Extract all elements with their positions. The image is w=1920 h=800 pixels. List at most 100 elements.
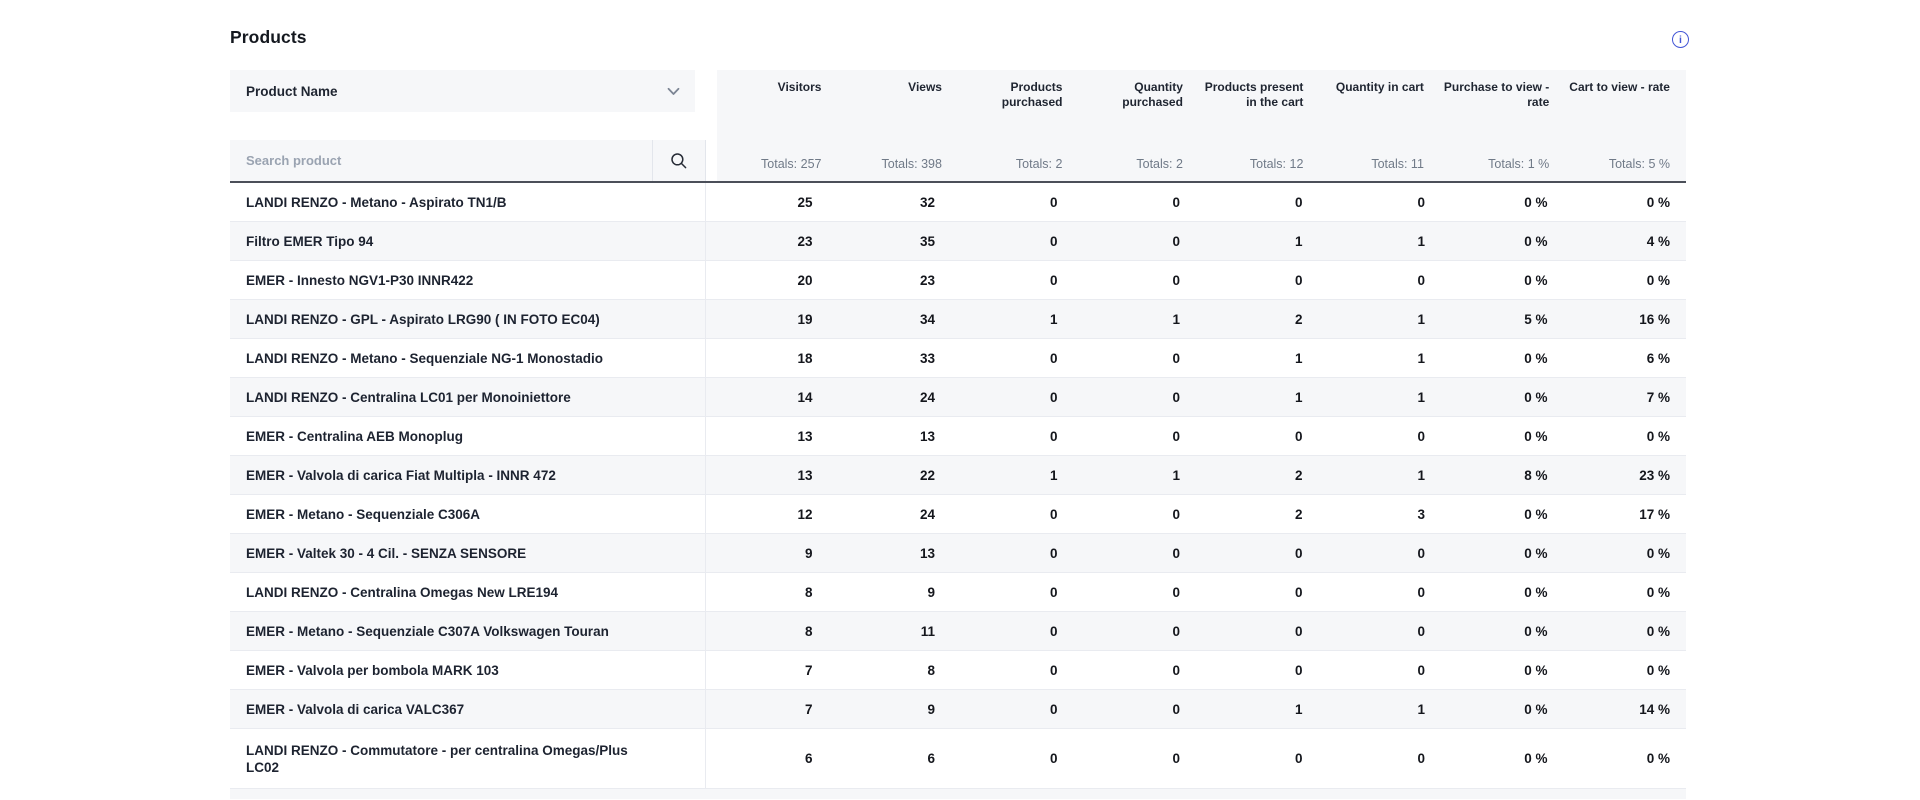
value-cell: 9 [927, 584, 935, 600]
column-total: Totals: 1 % [1488, 157, 1550, 171]
value-cell: 0 [1172, 662, 1180, 678]
value-cell: 3 [1417, 506, 1425, 522]
value-cell: 13 [919, 545, 935, 561]
value-cell: 1 [1294, 389, 1303, 405]
table-row[interactable]: EMER - Innesto NGV1-P30 INNR422 20 23 0 0 0 0 0… [230, 261, 1686, 300]
metric-columns-header: Visitors Totals: 257 Views Totals: 398 Produ… [717, 70, 1686, 181]
value-cell: 2 [1294, 311, 1303, 327]
table-row[interactable]: LANDI RENZO - Centralina LC01 per Monoin… [230, 378, 1686, 417]
table-row[interactable]: EMER - Valvola di carica Fiat Multipla -… [230, 456, 1686, 495]
value-cell: 8 [804, 623, 813, 639]
value-cell: 23 % [1639, 467, 1670, 483]
value-cell: 0 [1172, 272, 1180, 288]
value-cell: 0 [1049, 623, 1058, 639]
value-cell: 2 [1294, 506, 1303, 522]
product-name-cell: LANDI RENZO - Metano - Aspirato TN1/B [230, 183, 706, 221]
table-row[interactable]: EMER - Centralina AEB Monoplug 13 13 0 0 0 0 0 … [230, 417, 1686, 456]
value-cell: 8 [927, 662, 935, 678]
value-cell: 0 [1172, 389, 1180, 405]
value-cell: 0 % [1524, 751, 1548, 766]
value-cell: 1 [1294, 233, 1303, 249]
column-total: Totals: 2 [1136, 157, 1183, 171]
product-name-cell: LANDI RENZO - Centralina Omegas New LRE1… [230, 573, 706, 611]
search-button[interactable] [653, 140, 706, 181]
value-cell: 0 [1172, 751, 1180, 766]
value-cell: 0 % [1524, 272, 1548, 288]
column-label: Products purchased [1001, 80, 1063, 109]
value-cell: 0 [1172, 350, 1180, 366]
value-cell: 6 [804, 751, 813, 766]
value-cell: 0 [1417, 662, 1425, 678]
value-cell: 34 [919, 311, 935, 327]
value-cell: 1 [1172, 467, 1180, 483]
table-row[interactable]: LANDI RENZO - Centralina Omegas New LRE1… [230, 573, 1686, 612]
product-name-cell: LANDI RENZO - Metano - Sequenziale NG-1 … [230, 339, 706, 377]
table-row[interactable]: EMER - Valvola di carica VALC367 7 9 0 0 1 1 0 … [230, 690, 1686, 729]
column-header: Cart to view - rate Totals: 5 % [1565, 70, 1686, 181]
value-cell: 0 % [1524, 584, 1548, 600]
value-cell: 0 % [1524, 350, 1548, 366]
table-row[interactable]: Filtro EMER Tipo 94 23 35 0 0 1 1 0 % 4 % [230, 222, 1686, 261]
value-cell: 0 % [1524, 506, 1548, 522]
search-input[interactable] [230, 140, 653, 181]
value-cell: 0 [1049, 701, 1058, 717]
table-row[interactable]: EMER - Metano - Sequenziale C307A Volksw… [230, 612, 1686, 651]
value-cell: 0 [1294, 545, 1303, 561]
table-row[interactable]: EMER - Valvola per bombola MARK 103 7 8 0 0 0… [230, 651, 1686, 690]
value-cell: 0 [1049, 233, 1058, 249]
value-cell: 0 [1049, 194, 1058, 210]
search-icon [671, 152, 687, 168]
value-cell: 0 [1172, 701, 1180, 717]
value-cell: 0 [1172, 428, 1180, 444]
table-body: LANDI RENZO - Metano - Aspirato TN1/B 25 3… [230, 183, 1686, 789]
value-cell: 0 [1294, 272, 1303, 288]
value-cell: 0 [1049, 545, 1058, 561]
value-cell: 0 [1172, 545, 1180, 561]
value-cell: 1 [1417, 701, 1425, 717]
page-header: Products i [230, 26, 1689, 70]
value-cell: 0 [1172, 194, 1180, 210]
value-cell: 0 [1417, 194, 1425, 210]
product-name-cell: EMER - Valvola per bombola MARK 103 [230, 651, 706, 689]
value-cell: 2 [1294, 467, 1303, 483]
value-cell: 0 [1417, 272, 1425, 288]
column-total: Totals: 398 [881, 157, 942, 171]
column-label: Quantity purchased [1122, 80, 1183, 109]
table-row[interactable]: LANDI RENZO - GPL - Aspirato LRG90 ( IN … [230, 300, 1686, 339]
product-column-header: Product Name [230, 70, 706, 181]
value-cell: 0 % [1524, 233, 1548, 249]
value-cell: 8 [804, 584, 813, 600]
column-total: Totals: 257 [761, 157, 822, 171]
product-name-sort-dropdown[interactable]: Product Name [230, 70, 695, 112]
value-cell: 0 % [1524, 428, 1548, 444]
products-panel: Products i Product Name [230, 26, 1689, 799]
column-label: Cart to view - rate [1569, 80, 1670, 94]
value-cell: 0 % [1646, 662, 1670, 678]
value-cell: 19 [797, 311, 813, 327]
value-cell: 0 % [1646, 545, 1670, 561]
table-row[interactable]: EMER - Valtek 30 - 4 Cil. - SENZA SENSOR… [230, 534, 1686, 573]
value-cell: 13 [919, 428, 935, 444]
table-row[interactable]: LANDI RENZO - Commutatore - per centrali… [230, 729, 1686, 789]
value-cell: 6 % [1646, 350, 1670, 366]
info-icon[interactable]: i [1672, 31, 1689, 48]
chevron-down-icon [667, 87, 680, 95]
value-cell: 25 [797, 194, 813, 210]
column-label: Quantity in cart [1335, 80, 1424, 94]
product-name-cell: LANDI RENZO - Commutatore - per centrali… [230, 729, 706, 788]
value-cell: 23 [797, 233, 813, 249]
value-cell: 0 % [1524, 194, 1548, 210]
value-cell: 1 [1049, 467, 1058, 483]
value-cell: 5 % [1524, 311, 1548, 327]
product-name-cell: EMER - Centralina AEB Monoplug [230, 417, 706, 455]
table-row[interactable]: LANDI RENZO - Metano - Aspirato TN1/B 25 3… [230, 183, 1686, 222]
table-row[interactable]: LANDI RENZO - Metano - Sequenziale NG-1 … [230, 339, 1686, 378]
table-row[interactable]: EMER - Metano - Sequenziale C306A 12 24 0 0 2… [230, 495, 1686, 534]
value-cell: 0 % [1646, 584, 1670, 600]
value-cell: 0 [1294, 662, 1303, 678]
value-cell: 32 [919, 194, 935, 210]
product-name-cell: EMER - Valvola di carica Fiat Multipla -… [230, 456, 706, 494]
value-cell: 13 [797, 467, 813, 483]
value-cell: 0 % [1524, 389, 1548, 405]
value-cell: 0 [1049, 751, 1058, 766]
